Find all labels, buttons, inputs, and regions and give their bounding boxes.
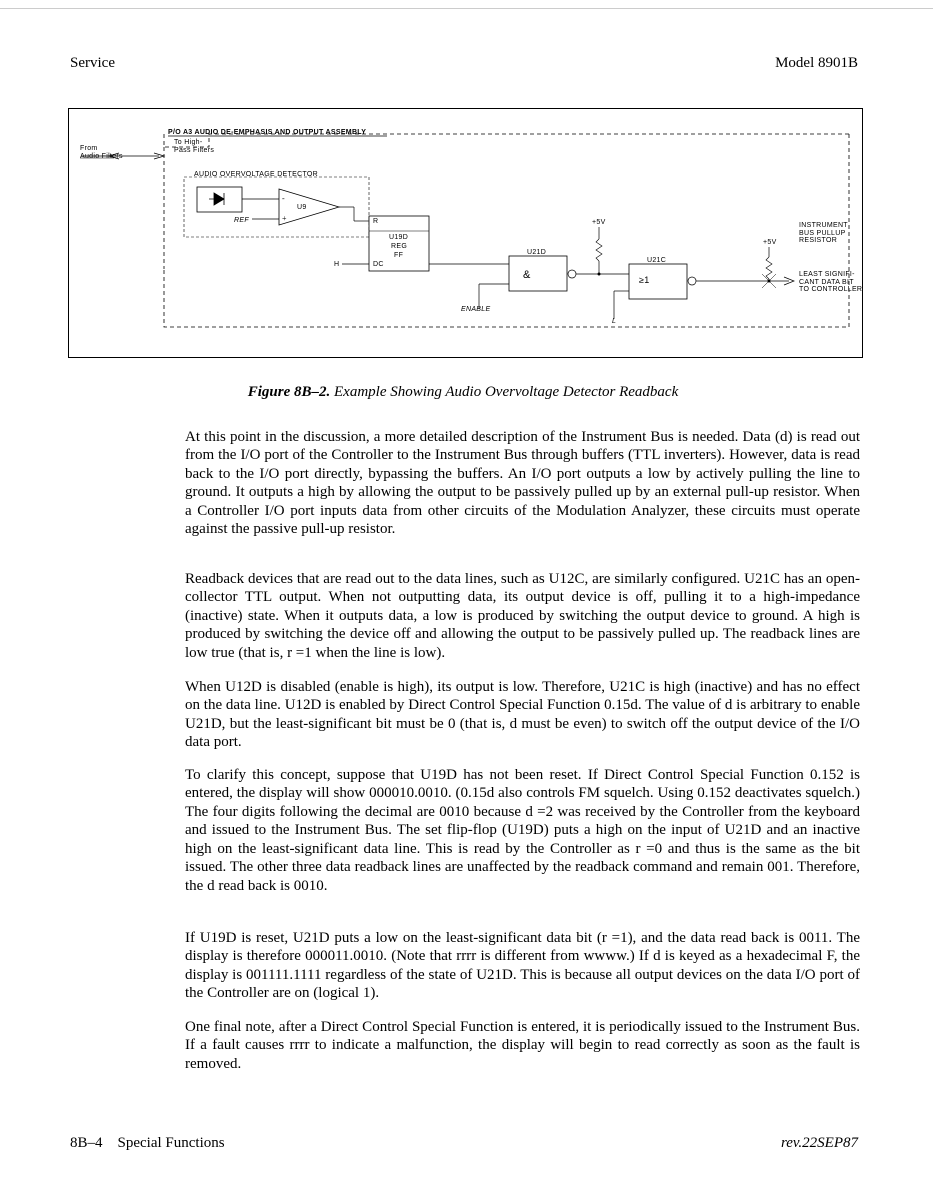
gte-label: ≥1 xyxy=(639,276,650,286)
u19d-label: U19D xyxy=(389,234,408,242)
caption-text: Example Showing Audio Overvoltage Detect… xyxy=(330,384,678,400)
paragraph-3: When U12D is disabled (enable is high), … xyxy=(185,678,860,752)
caption-prefix: Figure 8B–2. xyxy=(248,384,331,400)
paragraph-2: Readback devices that are read out to th… xyxy=(185,570,860,662)
figure-caption: Figure 8B–2. Example Showing Audio Overv… xyxy=(68,384,858,401)
svg-text:-: - xyxy=(282,194,285,203)
assembly-title: P/O A3 AUDIO DE-EMPHASIS AND OUTPUT ASSE… xyxy=(168,129,366,137)
top-rule xyxy=(0,8,933,9)
ff-label: FF xyxy=(394,252,403,260)
paragraph-6: One final note, after a Direct Control S… xyxy=(185,1018,860,1073)
paragraph-4: To clarify this concept, suppose that U1… xyxy=(185,766,860,895)
plus5v-a: +5V xyxy=(592,219,606,227)
detector-label: AUDIO OVERVOLTAGE DETECTOR xyxy=(194,171,318,179)
pullup-label: INSTRUMENT BUS PULLUP RESISTOR xyxy=(799,222,848,245)
footer-section: Special Functions xyxy=(118,1135,225,1151)
footer-rev: rev.22SEP87 xyxy=(781,1135,858,1152)
u21d-label: U21D xyxy=(527,249,546,257)
l-label: L xyxy=(612,318,616,326)
page-header: Service Model 8901B xyxy=(70,55,858,72)
to-highpass-label: To High- Pass Filters xyxy=(174,139,214,154)
r-label: R xyxy=(373,218,378,226)
header-right: Model 8901B xyxy=(775,55,858,72)
figure-8b-2: - + xyxy=(68,108,863,358)
amp-label: & xyxy=(523,269,531,281)
page-footer: 8B–4 Special Functions rev.22SEP87 xyxy=(70,1135,858,1152)
enable-label: ENABLE xyxy=(461,306,490,314)
page-number: 8B–4 xyxy=(70,1135,103,1151)
output-label: LEAST SIGNIFI- CANT DATA BIT TO CONTROLL… xyxy=(799,271,862,294)
svg-text:+: + xyxy=(282,214,287,223)
footer-left: 8B–4 Special Functions xyxy=(70,1135,225,1152)
h-label: H xyxy=(334,261,339,269)
dc-label: DC xyxy=(373,261,384,269)
u9-label: U9 xyxy=(297,204,307,212)
u21c-label: U21C xyxy=(647,257,666,265)
ref-label: REF xyxy=(234,217,249,225)
from-audio-label: From Audio Filters xyxy=(80,145,123,160)
reg-label: REG xyxy=(391,243,407,251)
paragraph-5: If U19D is reset, U21D puts a low on the… xyxy=(185,929,860,1003)
plus5v-b: +5V xyxy=(763,239,777,247)
header-left: Service xyxy=(70,55,115,72)
paragraph-1: At this point in the discussion, a more … xyxy=(185,428,860,539)
